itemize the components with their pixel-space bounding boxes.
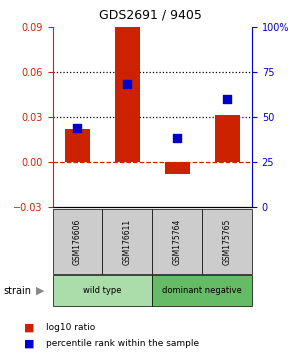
Text: GSM176606: GSM176606 [73, 218, 82, 265]
Bar [165, 162, 190, 174]
Point [75, 125, 80, 131]
Text: GSM176611: GSM176611 [123, 218, 132, 265]
Text: dominant negative: dominant negative [162, 286, 242, 295]
Text: percentile rank within the sample: percentile rank within the sample [46, 339, 200, 348]
Text: ■: ■ [24, 338, 34, 348]
Text: strain: strain [3, 286, 31, 296]
Text: GSM175764: GSM175764 [173, 218, 182, 265]
Point [225, 96, 230, 102]
Bar [65, 129, 90, 162]
Text: GDS2691 / 9405: GDS2691 / 9405 [99, 9, 201, 22]
Bar [115, 27, 140, 162]
Bar [214, 115, 239, 162]
Text: wild type: wild type [83, 286, 122, 295]
Text: GSM175765: GSM175765 [223, 218, 232, 265]
Text: ■: ■ [24, 322, 34, 332]
Point [125, 81, 130, 87]
Text: ▶: ▶ [36, 286, 45, 296]
Text: log10 ratio: log10 ratio [46, 323, 96, 332]
Point [175, 136, 180, 141]
